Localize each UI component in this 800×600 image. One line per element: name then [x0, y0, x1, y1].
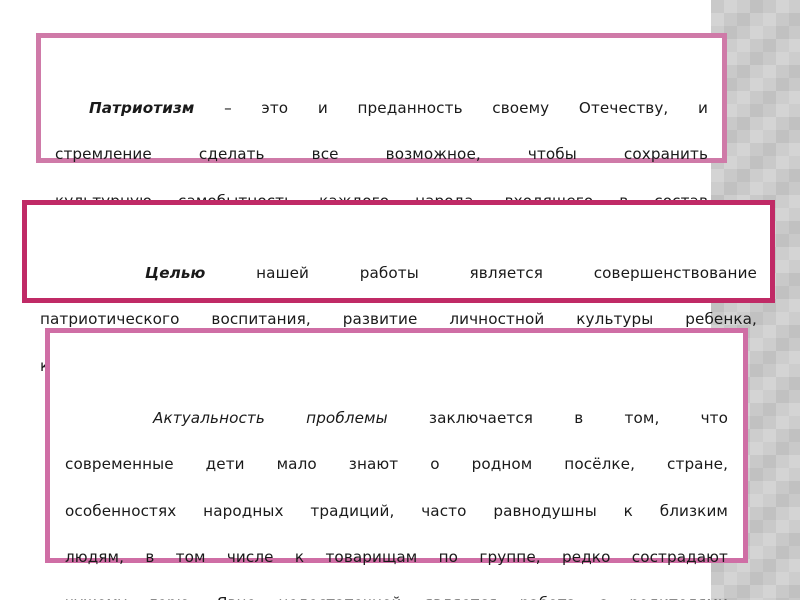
card-patriotism-line-1: Патриотизм – это и преданность своему От… — [55, 97, 708, 143]
text-card-patriotism: Патриотизм – это и преданность своему От… — [36, 33, 727, 256]
card-goal-line-1-rest: нашей работы является совершенствование — [205, 264, 757, 283]
card-relevance-body: Актуальность проблемы заключается в том,… — [65, 361, 728, 600]
card-goal-lead: Целью — [145, 264, 206, 283]
card-patriotism-lead: Патриотизм — [89, 99, 195, 118]
card-patriotism-line-2: стремление сделать все возможное, чтобы … — [55, 145, 708, 164]
card-relevance-line-5: чужому горю. Явно недостаточной является… — [65, 592, 728, 600]
card-patriotism-line-1-rest: – это и преданность своему Отечеству, и — [194, 99, 708, 118]
text-card-goal: Целью нашей работы является совершенство… — [22, 200, 775, 375]
card-relevance-line-2: современные дети мало знают о родном пос… — [65, 455, 728, 474]
card-relevance-line-1: Актуальность проблемы заключается в том,… — [65, 407, 728, 453]
card-relevance-line-4: людям, в том числе к товарищам по группе… — [65, 547, 728, 566]
card-relevance-line-3: особенностях народных традиций, часто ра… — [65, 501, 728, 520]
card-goal-line-1: Целью нашей работы является совершенство… — [40, 262, 757, 308]
card-relevance-lead: Актуальность проблемы — [153, 409, 388, 428]
text-card-relevance: Актуальность проблемы заключается в том,… — [45, 328, 748, 600]
card-goal-line-2: патриотического воспитания, развитие лич… — [40, 310, 757, 329]
card-relevance-line-1-rest: заключается в том, что — [387, 409, 729, 428]
